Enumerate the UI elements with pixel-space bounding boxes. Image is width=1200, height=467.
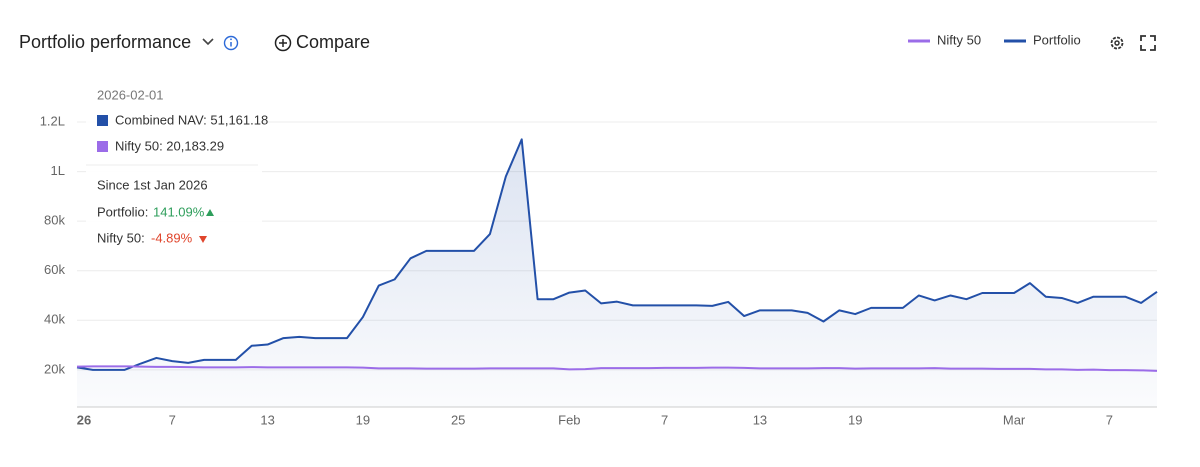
plot: 20k 40k 60k 80k 1L 1.2L 26 7 13 19 25 Feb 7 13 19 Mar 7: [40, 113, 1158, 427]
x-tick-label: 25: [451, 412, 465, 427]
tooltip-row: Nifty 50: 20,183.29: [115, 138, 224, 153]
settings-icon[interactable]: [1110, 36, 1124, 50]
area: [77, 139, 1157, 407]
x-tick-label: 19: [848, 412, 862, 427]
x-tick-label: 13: [753, 412, 767, 427]
legend-label[interactable]: Nifty 50: [937, 32, 981, 47]
x-tick-label: Feb: [558, 412, 580, 427]
up-arrow: [206, 209, 214, 216]
y-tick-label: 1.2L: [40, 113, 65, 128]
x-tick-label: 19: [356, 412, 370, 427]
tooltip-change-value: -4.89%: [151, 230, 193, 245]
fullscreen-icon[interactable]: [1140, 35, 1156, 51]
compare-label[interactable]: Compare: [296, 32, 370, 52]
y-tick-label: 80k: [44, 213, 65, 228]
x-tick-label: 7: [169, 412, 176, 427]
tooltip: 2026-02-01 Combined NAV: 51,161.18 Nifty…: [86, 80, 268, 258]
y-tick-label: 1L: [51, 163, 65, 178]
x-tick-label: Mar: [1003, 412, 1026, 427]
down-arrow: [199, 236, 207, 243]
info-icon[interactable]: [223, 35, 239, 51]
tooltip-date: 2026-02-01: [97, 87, 164, 102]
tooltip-box: [86, 80, 262, 258]
legend-label[interactable]: Portfolio: [1033, 32, 1081, 47]
tooltip-swatch: [97, 115, 108, 126]
dropdown-icon[interactable]: [202, 38, 214, 46]
y-tick-label: 40k: [44, 312, 65, 327]
line: [76, 365, 1158, 372]
tooltip-since: Since 1st Jan 2026: [97, 177, 208, 192]
x-tick-label: 13: [260, 412, 274, 427]
tooltip-row: Combined NAV: 51,161.18: [115, 112, 268, 127]
tooltip-change-label: Portfolio:: [97, 204, 148, 219]
tooltip-change-label: Nifty 50:: [97, 230, 145, 245]
x-tick-label: 7: [1106, 412, 1113, 427]
x-tick-label: 26: [77, 412, 91, 427]
tooltip-swatch: [97, 141, 108, 152]
x-tick-label: 7: [661, 412, 668, 427]
y-tick-label: 20k: [44, 361, 65, 376]
title: Portfolio performance: [19, 32, 191, 52]
compare-button[interactable]: Compare: [274, 32, 371, 52]
tooltip-change-value: 141.09%: [153, 204, 205, 219]
y-tick-label: 60k: [44, 262, 65, 277]
line: [76, 138, 1158, 371]
